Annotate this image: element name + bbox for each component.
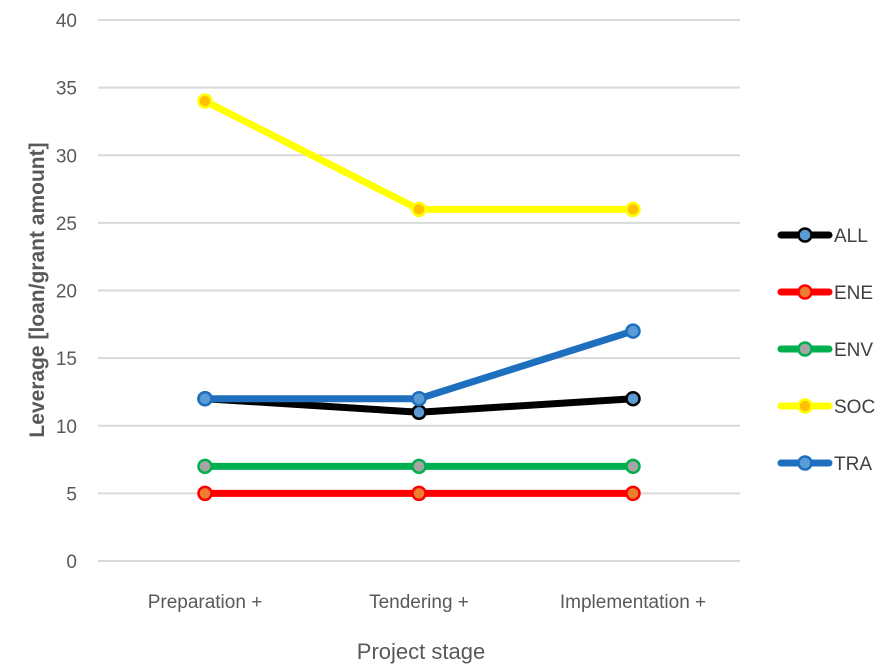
legend-swatch-marker [797, 227, 813, 243]
data-point-soc [411, 201, 427, 218]
legend-label: SOC [834, 397, 875, 418]
y-tick-label: 25 [56, 214, 77, 235]
legend-label: ENE [834, 283, 873, 304]
series-env [197, 458, 641, 475]
y-tick-label: 40 [56, 11, 77, 32]
y-axis-title: Leverage [loan/grant amount] [26, 142, 49, 437]
data-point-tra [625, 323, 641, 339]
legend-swatch-marker [797, 455, 813, 471]
x-axis-title: Project stage [357, 639, 485, 664]
data-point-env [197, 458, 213, 475]
x-tick-label: Tendering + [369, 592, 469, 613]
series-soc [197, 93, 641, 218]
legend-item-tra: TRA [777, 454, 872, 475]
legend-item-ene: ENE [777, 283, 873, 304]
y-tick-label: 20 [56, 282, 77, 303]
data-point-soc [197, 93, 213, 109]
data-point-env [625, 458, 641, 475]
legend: ALL ENE ENV SOC TRA [777, 226, 875, 475]
gridlines [98, 19, 740, 562]
y-tick-label: 10 [56, 417, 77, 438]
legend-swatch-marker [797, 398, 813, 414]
x-tick-label: Implementation + [560, 592, 706, 613]
data-point-ene [411, 485, 427, 502]
series-tra [197, 323, 641, 407]
series-line-tra [201, 327, 637, 403]
series-lines [197, 93, 641, 502]
data-point-ene [625, 485, 641, 502]
legend-item-all: ALL [777, 226, 868, 247]
y-tick-label: 15 [56, 349, 77, 370]
data-point-ene [197, 485, 213, 502]
legend-swatch-marker [797, 341, 813, 357]
series-ene [197, 485, 641, 502]
legend-item-soc: SOC [777, 397, 875, 418]
x-axis-ticks: Preparation + Tendering + Implementation + [148, 592, 706, 613]
y-tick-label: 35 [56, 79, 77, 100]
legend-item-env: ENV [777, 340, 873, 361]
legend-label: ALL [834, 226, 868, 247]
data-point-tra [411, 390, 427, 407]
y-tick-label: 0 [66, 552, 77, 573]
data-point-all [625, 390, 641, 407]
x-tick-label: Preparation + [148, 592, 263, 613]
y-tick-label: 30 [56, 146, 77, 167]
legend-label: ENV [834, 340, 873, 361]
data-point-soc [625, 201, 641, 218]
legend-label: TRA [834, 454, 872, 475]
data-point-all [411, 404, 427, 420]
y-axis-ticks: 0 5 10 15 20 25 30 35 40 [56, 11, 77, 573]
data-point-tra [197, 390, 213, 407]
legend-swatch-marker [797, 284, 813, 300]
data-point-env [411, 458, 427, 475]
y-tick-label: 5 [66, 484, 77, 505]
